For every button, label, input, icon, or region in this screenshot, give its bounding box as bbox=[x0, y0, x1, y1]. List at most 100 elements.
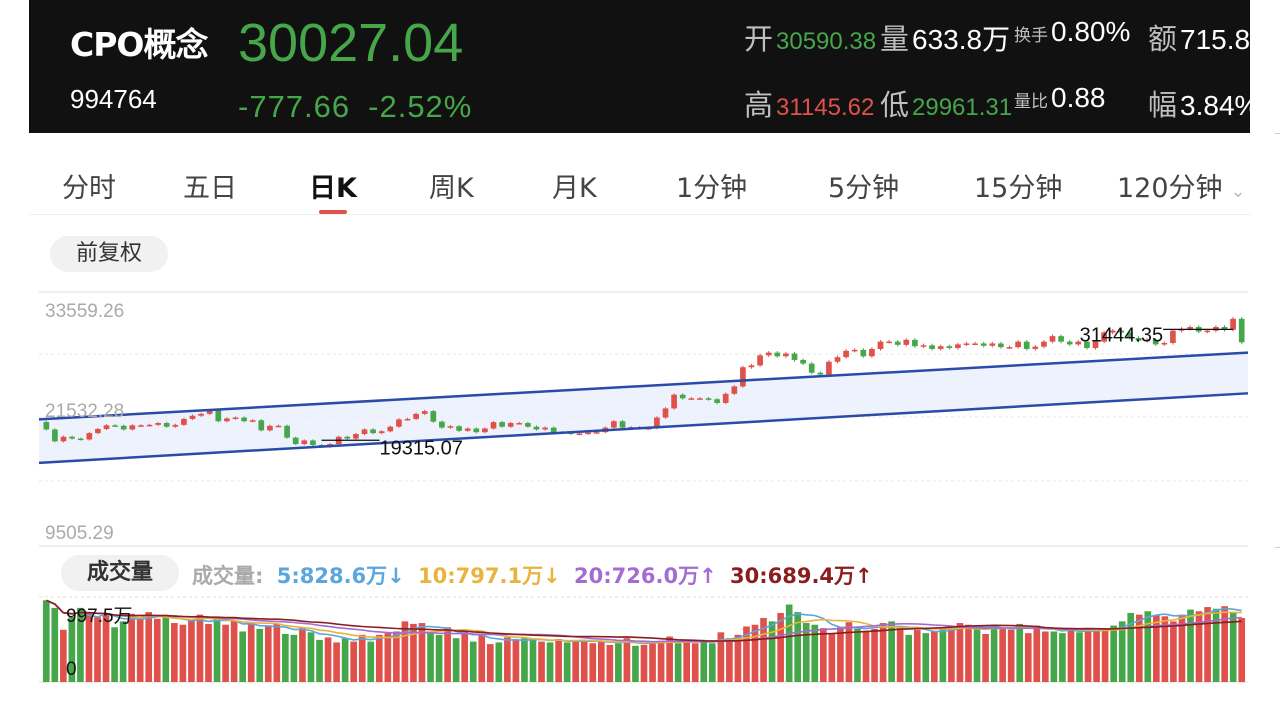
volume-bar bbox=[111, 627, 118, 682]
candle-body bbox=[705, 398, 712, 400]
candle-body bbox=[1170, 330, 1176, 344]
candle-body bbox=[800, 359, 806, 364]
tab-daily-k[interactable]: 日K bbox=[309, 166, 357, 214]
volume-bar bbox=[896, 628, 904, 682]
volume-bar bbox=[700, 639, 708, 682]
candle-body bbox=[1230, 318, 1236, 330]
candle-body bbox=[731, 386, 738, 394]
tab-intraday[interactable]: 分时 bbox=[62, 166, 116, 205]
volume-bar bbox=[162, 616, 170, 682]
volume-bar bbox=[222, 624, 229, 682]
candle-body bbox=[361, 429, 368, 435]
channel-upper-line bbox=[38, 351, 1249, 421]
candle-body bbox=[920, 345, 927, 347]
volume-bar bbox=[726, 638, 733, 682]
volume-bar bbox=[461, 631, 469, 682]
tab-label: 15分钟 bbox=[974, 173, 1063, 204]
stat-open: 开 30590.38 bbox=[744, 16, 876, 58]
candle-body bbox=[808, 363, 815, 373]
volume-bar bbox=[128, 613, 135, 682]
volume-bar bbox=[42, 600, 50, 682]
candle-body bbox=[155, 423, 161, 425]
candle-body bbox=[533, 426, 540, 430]
volume-bar bbox=[427, 633, 434, 682]
turnover-label: 换手 bbox=[1014, 26, 1048, 46]
candle-body bbox=[860, 349, 867, 357]
candle-body bbox=[430, 411, 437, 422]
volume-bar bbox=[435, 634, 443, 682]
candle-body bbox=[267, 425, 273, 431]
candle-body bbox=[714, 399, 720, 403]
volume-bar bbox=[341, 638, 349, 682]
volume-bar bbox=[307, 632, 315, 682]
volume-bar bbox=[282, 634, 289, 682]
tab-15min[interactable]: 15分钟 bbox=[974, 166, 1062, 205]
trend-channel-fill bbox=[39, 352, 1248, 463]
candle-body bbox=[937, 346, 944, 349]
volume-indicator-button[interactable]: 成交量 bbox=[61, 555, 179, 591]
candle-body bbox=[671, 394, 677, 409]
adjust-mode-button[interactable]: 前复权 bbox=[50, 236, 168, 272]
chevron-down-icon[interactable]: ⌄ bbox=[1230, 181, 1246, 202]
tab-label: 5分钟 bbox=[828, 173, 900, 204]
volume-value: 633.8万 bbox=[912, 24, 1011, 55]
candle-body bbox=[241, 417, 247, 422]
candle-body bbox=[765, 352, 772, 356]
volume-bar bbox=[640, 644, 648, 682]
volume-bar bbox=[171, 623, 178, 682]
tab-1min[interactable]: 1分钟 bbox=[676, 166, 747, 205]
volume-bar bbox=[1084, 630, 1092, 682]
volume-bar bbox=[350, 641, 358, 682]
volume-bar bbox=[1221, 606, 1228, 682]
volume-bar bbox=[811, 624, 819, 682]
volume-bar bbox=[290, 634, 298, 682]
candle-body bbox=[654, 417, 660, 429]
candle-body bbox=[378, 431, 385, 434]
candle-body bbox=[1032, 346, 1039, 349]
volume-bar bbox=[469, 641, 477, 682]
candle-body bbox=[138, 425, 144, 427]
volume-bar bbox=[299, 628, 306, 682]
min-price-label: 19315.07 bbox=[380, 437, 463, 459]
candle-body bbox=[103, 425, 110, 429]
candle-body bbox=[834, 357, 841, 362]
volume-bar bbox=[1178, 614, 1186, 682]
volume-bar bbox=[239, 631, 246, 682]
candle-body bbox=[258, 420, 265, 431]
volume-bar bbox=[324, 637, 332, 682]
tab-weekly-k[interactable]: 周K bbox=[429, 166, 474, 205]
index-code: 994764 bbox=[70, 84, 157, 114]
candle-body bbox=[697, 398, 703, 400]
candle-body bbox=[963, 343, 970, 345]
turnover-value: 0.80% bbox=[1051, 16, 1131, 47]
candle-body bbox=[1135, 337, 1142, 341]
candle-body bbox=[955, 344, 961, 349]
candle-body bbox=[679, 394, 686, 399]
candle-body bbox=[843, 350, 849, 358]
candle-body bbox=[215, 410, 222, 422]
candle-body bbox=[52, 429, 58, 442]
volume-bar bbox=[922, 633, 930, 682]
volume-bar bbox=[205, 623, 212, 682]
tab-120min[interactable]: 120分钟 ⌄ bbox=[1117, 166, 1246, 205]
candle-body bbox=[817, 372, 824, 375]
tab-monthly-k[interactable]: 月K bbox=[552, 166, 597, 205]
candle-body bbox=[525, 423, 531, 427]
volume-bar bbox=[512, 639, 520, 682]
tab-5min[interactable]: 5分钟 bbox=[828, 166, 899, 205]
candle-body bbox=[447, 426, 454, 428]
volume-bar bbox=[367, 641, 375, 682]
candle-body bbox=[43, 421, 50, 430]
tab-label: 分时 bbox=[62, 173, 116, 204]
candle-body bbox=[69, 436, 75, 439]
volume-bar bbox=[1127, 612, 1135, 682]
candle-body bbox=[1187, 327, 1193, 329]
tab-five-day[interactable]: 五日 bbox=[183, 166, 237, 205]
candle-body bbox=[1041, 341, 1047, 347]
volume-bar bbox=[623, 638, 631, 682]
volume-zero-label: 0 bbox=[66, 659, 77, 680]
volume-bar bbox=[1076, 632, 1083, 682]
candle-body bbox=[929, 345, 935, 349]
candle-body bbox=[748, 365, 755, 368]
